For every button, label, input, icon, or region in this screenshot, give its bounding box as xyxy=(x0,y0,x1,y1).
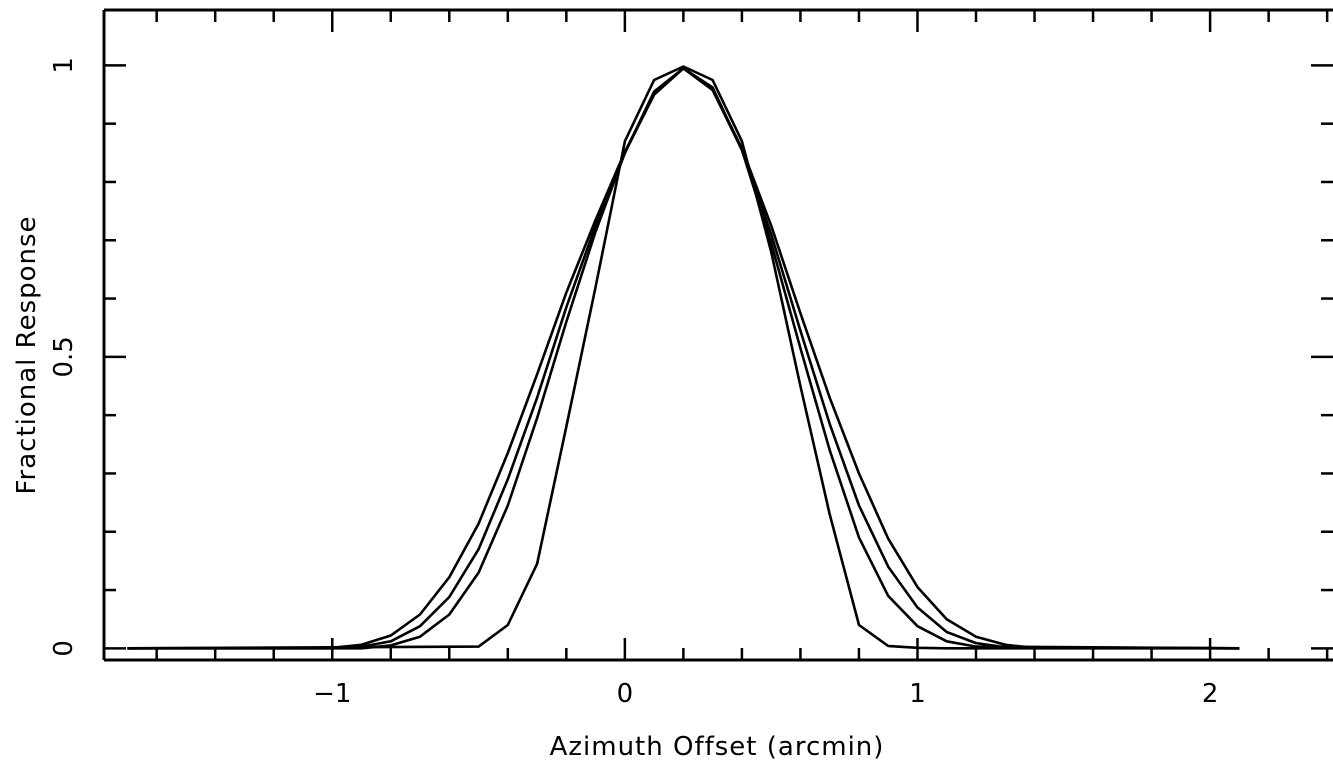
y-axis-label: Fractional Response xyxy=(12,215,42,494)
y-tick-label: 0.5 xyxy=(49,336,79,377)
tick-labels: −1 0 1 2 0 0.5 1 xyxy=(49,57,1218,709)
plot-frame xyxy=(102,8,1333,662)
x-axis-label: Azimuth Offset (arcmin) xyxy=(550,732,885,762)
x-tick-label: 2 xyxy=(1202,679,1219,709)
series-line-1 xyxy=(127,67,1240,650)
x-tick-label: 1 xyxy=(909,679,926,709)
series-line-2 xyxy=(127,67,1240,650)
x-tick-label: −1 xyxy=(313,679,351,709)
axes-frame xyxy=(102,8,1333,662)
series-line-3 xyxy=(127,67,1240,650)
y-tick-label: 1 xyxy=(49,57,79,74)
x-tick-label: 0 xyxy=(617,679,634,709)
axis-ticks xyxy=(104,10,1333,660)
series-line-4 xyxy=(127,65,1240,650)
y-tick-label: 0 xyxy=(49,640,79,657)
series-lines xyxy=(127,65,1240,650)
